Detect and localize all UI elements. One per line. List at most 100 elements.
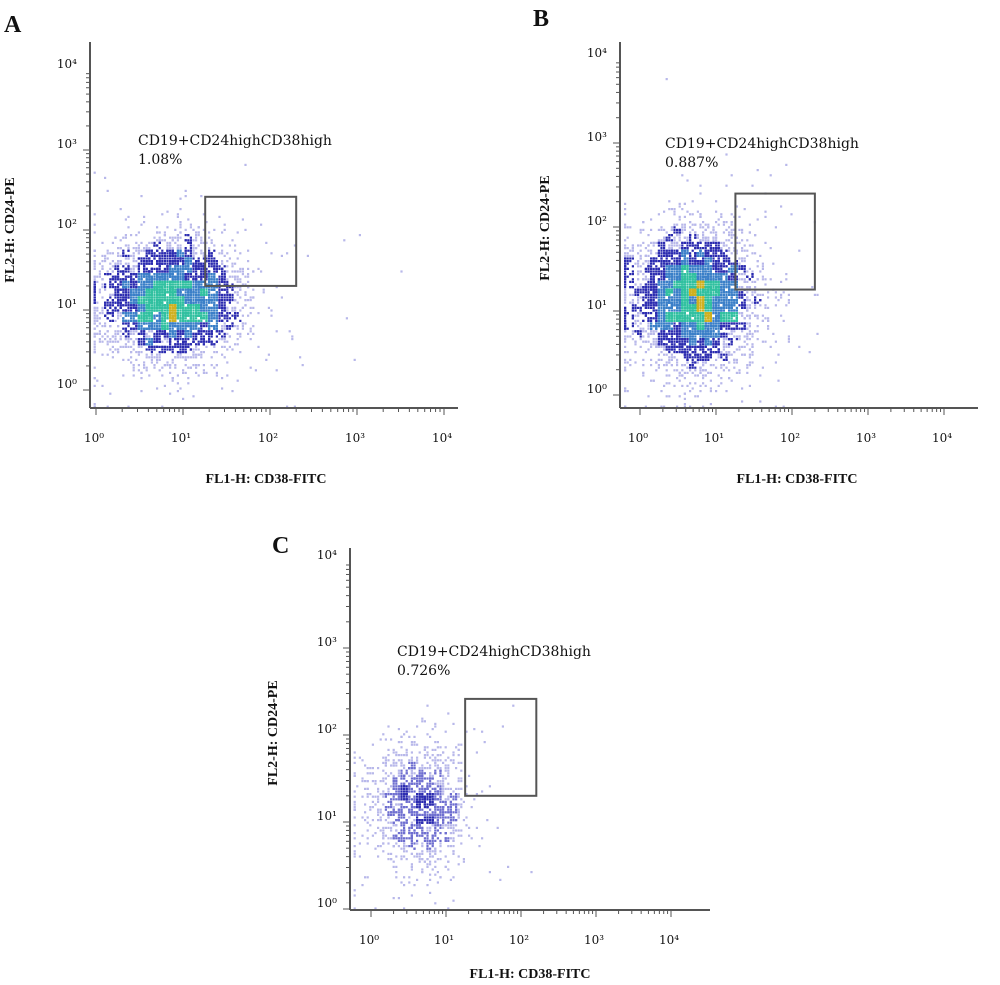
event-dot (143, 306, 146, 309)
event-dot (171, 247, 174, 250)
event-dot (221, 387, 224, 390)
event-dot (631, 304, 634, 307)
event-dot (208, 231, 211, 234)
event-dot (226, 299, 229, 302)
event-dot (228, 301, 231, 304)
event-dot (137, 280, 140, 283)
event-dot (111, 312, 114, 315)
event-dot (249, 366, 252, 369)
event-dot (179, 221, 182, 224)
event-dot (189, 244, 192, 247)
event-dot (145, 260, 148, 263)
event-dot (176, 291, 179, 294)
event-dot (176, 249, 179, 252)
event-dot (208, 236, 211, 239)
event-dot (163, 348, 166, 351)
event-dot (109, 296, 112, 299)
event-dot (127, 226, 130, 229)
event-dot (223, 299, 226, 302)
event-dot (184, 306, 187, 309)
event-dot (137, 286, 140, 289)
event-dot (179, 223, 182, 226)
event-dot (195, 239, 198, 242)
event-dot (208, 275, 211, 278)
event-dot (153, 257, 156, 260)
event-dot (182, 351, 185, 354)
event-dot (200, 353, 203, 356)
event-dot (140, 314, 143, 317)
event-dot (130, 306, 133, 309)
event-dot (655, 309, 658, 312)
event-dot (166, 262, 169, 265)
event-dot (93, 317, 96, 320)
event-dot (184, 299, 187, 302)
event-dot (145, 254, 148, 257)
event-dot (161, 252, 164, 255)
event-dot (171, 273, 174, 276)
event-dot (119, 262, 122, 265)
event-dot (202, 273, 205, 276)
event-dot (192, 301, 195, 304)
event-dot (236, 343, 239, 346)
event-dot (639, 254, 642, 257)
event-dot (137, 369, 140, 372)
event-dot (156, 330, 159, 333)
event-dot (751, 351, 754, 354)
event-dot (114, 293, 117, 296)
event-dot (218, 301, 221, 304)
event-dot (213, 280, 216, 283)
event-dot (179, 325, 182, 328)
event-dot (182, 301, 185, 304)
event-dot (150, 312, 153, 315)
event-dot (236, 275, 239, 278)
event-dot (93, 327, 96, 330)
event-dot (210, 286, 213, 289)
event-dot (163, 312, 166, 315)
event-dot (179, 299, 182, 302)
event-dot (96, 314, 99, 317)
event-dot (195, 364, 198, 367)
event-dot (210, 356, 213, 359)
event-dot (135, 358, 138, 361)
event-dot (137, 353, 140, 356)
event-dot (163, 364, 166, 367)
event-dot (218, 338, 221, 341)
event-dot (124, 319, 127, 322)
event-dot (208, 330, 211, 333)
event-dot (124, 270, 127, 273)
event-dot (132, 340, 135, 343)
event-dot (187, 332, 190, 335)
event-dot (176, 267, 179, 270)
event-dot (124, 296, 127, 299)
event-dot (275, 369, 278, 372)
event-dot (130, 293, 133, 296)
event-dot (182, 327, 185, 330)
event-dot (145, 366, 148, 369)
event-dot (166, 283, 169, 286)
event-dot (171, 286, 174, 289)
event-dot (195, 293, 198, 296)
event-dot (184, 189, 187, 192)
event-dot (221, 304, 224, 307)
event-dot (200, 338, 203, 341)
event-dot (140, 345, 143, 348)
event-dot (161, 348, 164, 351)
event-dot (176, 340, 179, 343)
event-dot (140, 371, 143, 374)
event-dot (182, 309, 185, 312)
event-dot (137, 267, 140, 270)
event-dot (143, 291, 146, 294)
event-dot (192, 306, 195, 309)
event-dot (262, 288, 265, 291)
event-dot (182, 319, 185, 322)
event-dot (124, 244, 127, 247)
event-dot (215, 314, 218, 317)
event-dot (93, 249, 96, 252)
event-dot (686, 249, 689, 252)
event-dot (109, 283, 112, 286)
event-dot (171, 319, 174, 322)
event-dot (174, 317, 177, 320)
event-dot (730, 228, 733, 231)
event-dot (751, 301, 754, 304)
event-dot (145, 312, 148, 315)
